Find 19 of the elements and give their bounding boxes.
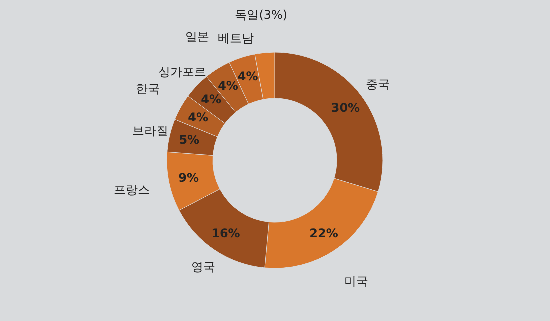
data-label: 4% bbox=[218, 78, 238, 93]
slice-label: 일본 bbox=[185, 30, 210, 44]
slice-label: 미국 bbox=[344, 274, 368, 289]
data-label: 5% bbox=[179, 133, 200, 148]
slice-label: 독일(3%) bbox=[235, 8, 288, 22]
slice-label: 한국 bbox=[136, 82, 160, 96]
slice-label: 싱가포르 bbox=[158, 65, 206, 80]
data-label: 9% bbox=[178, 171, 199, 186]
data-label: 30% bbox=[331, 101, 360, 116]
data-label: 22% bbox=[310, 226, 338, 241]
data-label: 4% bbox=[238, 70, 258, 84]
slice-label: 영국 bbox=[192, 260, 216, 274]
slice-label: 베트남 bbox=[218, 32, 254, 46]
data-label: 16% bbox=[212, 226, 240, 241]
slice-label: 브라질 bbox=[132, 124, 168, 138]
slice-label: 프랑스 bbox=[114, 182, 150, 197]
data-label: 4% bbox=[188, 110, 209, 124]
slice-label: 중국 bbox=[366, 77, 390, 92]
data-label: 4% bbox=[201, 92, 222, 107]
